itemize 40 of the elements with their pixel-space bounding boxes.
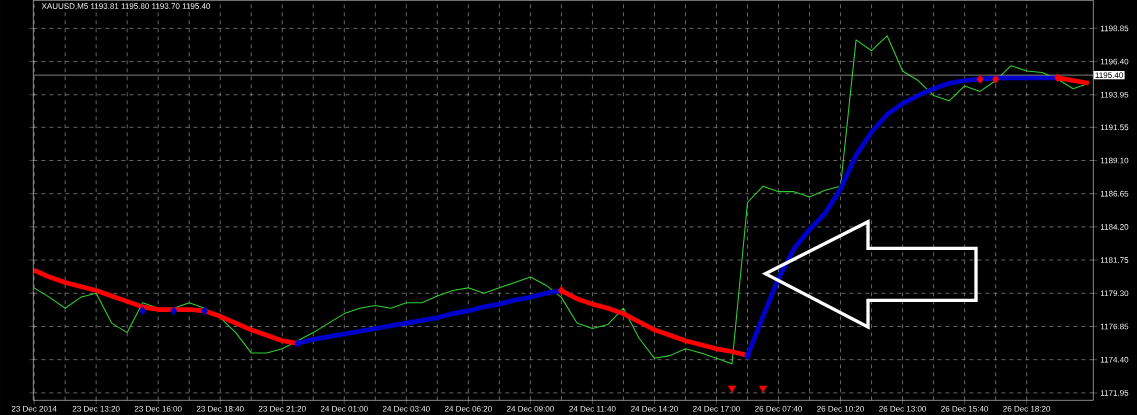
y-tick-label: 1174.40 xyxy=(1100,356,1129,363)
x-tick-label: 26 Dec 18:20 xyxy=(1003,405,1051,412)
chart-title: XAUUSD,M5 1193.81 1195.80 1193.70 1195.40 xyxy=(41,3,211,10)
point xyxy=(976,74,984,84)
point xyxy=(728,385,736,393)
point xyxy=(992,74,1000,84)
ref-line-label: 1195.40 xyxy=(1095,72,1123,78)
y-tick-label: 1198.85 xyxy=(1100,25,1129,32)
x-tick-label: 26 Dec 13:00 xyxy=(879,405,927,412)
x-tick-label: 23 Dec 21:20 xyxy=(258,405,306,412)
y-tick-label: 1184.20 xyxy=(1100,224,1129,230)
x-tick-label: 24 Dec 17:00 xyxy=(693,405,740,412)
x-tick-label: 24 Dec 06:20 xyxy=(444,405,492,412)
y-tick-label: 1186.65 xyxy=(1100,190,1129,197)
x-tick-label: 23 Dec 18:40 xyxy=(196,405,244,412)
x-tick-label: 24 Dec 14:20 xyxy=(631,405,678,412)
point xyxy=(759,385,767,393)
point xyxy=(139,306,147,316)
x-tick-label: 23 Dec 16:00 xyxy=(134,405,182,412)
point xyxy=(557,286,565,296)
y-tick-label: 1191.55 xyxy=(1100,124,1129,131)
y-tick-label: 1196.40 xyxy=(1100,58,1129,65)
x-tick-label: 26 Dec 10:20 xyxy=(817,405,865,412)
point xyxy=(744,351,751,361)
x-tick-label: 23 Dec 2014 xyxy=(11,405,57,412)
x-tick-label: 26 Dec 07:40 xyxy=(755,405,802,412)
y-tick-label: 1176.85 xyxy=(1100,323,1129,330)
x-tick-label: 24 Dec 03:40 xyxy=(382,405,430,412)
y-tick-label: 1171.95 xyxy=(1100,390,1129,396)
x-tick-label: 23 Dec 13:20 xyxy=(72,405,120,412)
x-tick-label: 24 Dec 11:40 xyxy=(569,405,616,412)
x-tick-label: 24 Dec 09:00 xyxy=(506,405,554,412)
point xyxy=(201,306,209,316)
y-tick-label: 1179.30 xyxy=(1100,290,1129,297)
y-tick-label: 1189.10 xyxy=(1100,157,1129,164)
y-tick-label: 1181.75 xyxy=(1100,257,1129,263)
point xyxy=(170,306,178,316)
x-tick-label: 24 Dec 01:00 xyxy=(320,405,368,412)
x-tick-label: 26 Dec 15:40 xyxy=(941,405,989,412)
y-tick-label: 1193.95 xyxy=(1100,91,1129,98)
